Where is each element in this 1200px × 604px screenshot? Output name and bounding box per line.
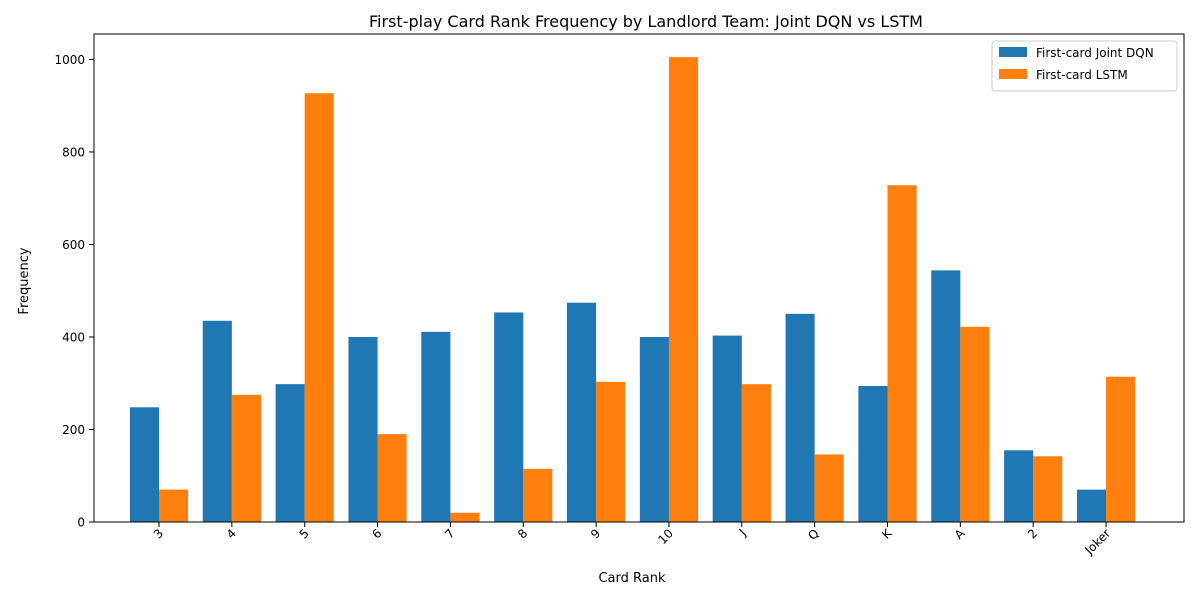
bar-joint-dqn-7	[421, 331, 451, 522]
bar-joint-dqn-6	[348, 336, 378, 522]
bar-lstm-j	[741, 384, 771, 522]
y-axis-label: Frequency	[17, 247, 32, 314]
bars-layer	[129, 57, 1136, 523]
bar-joint-dqn-5	[275, 384, 305, 522]
x-tick-label: Joker	[1082, 526, 1114, 558]
bar-joint-dqn-4	[202, 320, 232, 522]
bar-lstm-5	[304, 93, 334, 523]
bar-lstm-a	[960, 326, 990, 522]
bar-joint-dqn-k	[858, 386, 888, 522]
x-tick-label: J	[736, 526, 749, 539]
bar-joint-dqn-8	[494, 312, 524, 522]
y-tick-label: 200	[62, 423, 85, 437]
bar-joint-dqn-a	[931, 270, 961, 522]
bar-lstm-joker	[1106, 376, 1136, 522]
y-tick-label: 0	[77, 516, 85, 530]
bar-joint-dqn-2	[1004, 450, 1034, 522]
x-tick-label: 8	[515, 526, 530, 541]
x-tick-label: Q	[805, 526, 822, 543]
x-tick-label: 4	[224, 526, 239, 541]
x-tick-label: 9	[588, 526, 603, 541]
y-tick-label: 1000	[54, 53, 85, 67]
bar-joint-dqn-q	[785, 313, 815, 522]
bar-joint-dqn-3	[129, 407, 159, 522]
legend-label: First-card LSTM	[1036, 68, 1128, 82]
x-tick-label: 3	[151, 526, 166, 541]
bar-lstm-2	[1033, 456, 1063, 522]
chart-title: First-play Card Rank Frequency by Landlo…	[369, 12, 923, 31]
bar-lstm-4	[231, 394, 261, 522]
legend-swatch	[999, 47, 1027, 57]
bar-lstm-q	[814, 454, 844, 522]
bar-lstm-k	[887, 185, 917, 522]
x-axis: 3 4 5 6 7 8 9 10 J Q K A 2 Joker	[151, 522, 1113, 558]
bar-joint-dqn-10	[639, 336, 669, 522]
x-tick-label: 10	[655, 526, 676, 547]
y-tick-label: 400	[62, 330, 85, 344]
bar-joint-dqn-j	[712, 335, 742, 522]
y-axis: 0 200 400 600 800 1000	[54, 53, 94, 530]
y-tick-label: 600	[62, 238, 85, 252]
x-tick-label: 6	[369, 526, 384, 541]
x-tick-label: A	[952, 526, 968, 542]
x-tick-label: 5	[297, 526, 312, 541]
bar-lstm-7	[450, 512, 480, 522]
y-tick-label: 800	[62, 145, 85, 159]
x-axis-label: Card Rank	[598, 571, 665, 586]
legend: First-card Joint DQN First-card LSTM	[991, 40, 1178, 92]
x-tick-label: 7	[442, 526, 457, 541]
legend-swatch	[999, 69, 1027, 79]
bar-lstm-6	[377, 434, 407, 522]
bar-lstm-9	[596, 381, 626, 522]
x-tick-label: K	[879, 525, 895, 541]
x-tick-label: 2	[1025, 526, 1040, 541]
bar-lstm-8	[523, 468, 553, 522]
bar-lstm-3	[159, 489, 189, 522]
bar-joint-dqn-joker	[1076, 489, 1107, 522]
legend-label: First-card Joint DQN	[1036, 46, 1154, 60]
plot-frame	[93, 33, 1185, 523]
bar-joint-dqn-9	[567, 302, 597, 522]
bar-lstm-10	[668, 57, 699, 522]
legend-frame	[991, 40, 1178, 92]
